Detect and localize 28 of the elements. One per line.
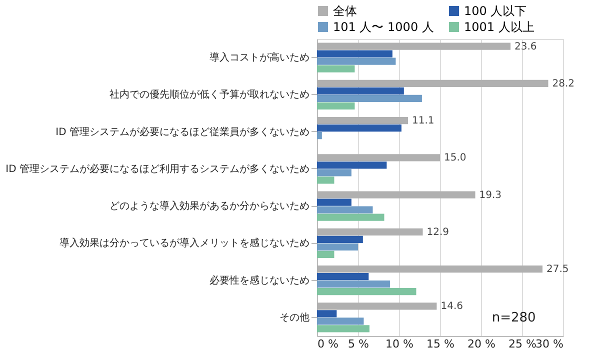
x-tick-label: 25 %	[508, 338, 536, 350]
y-tick-label: 必要性を感じないため	[210, 274, 310, 286]
x-tick-label: 0 %	[318, 338, 338, 350]
y-tick-label: その他	[280, 311, 310, 324]
data-label: 12.9	[426, 226, 450, 238]
data-label: 14.6	[440, 301, 463, 312]
data-label: 19.3	[479, 190, 502, 201]
y-tick-label: 導入効果は分かっているが導入メリットを感じないため	[60, 237, 310, 250]
x-tick-label: 10 %	[386, 338, 414, 350]
legend-label: 100 人以下	[464, 4, 527, 18]
data-label: 23.6	[514, 41, 537, 52]
data-label: 15.0	[444, 152, 466, 164]
x-tick-label: 15 %	[426, 338, 454, 350]
y-tick-label: ID 管理システムが必要になるほど従業員が多くないため	[56, 126, 310, 138]
x-tick-label: 5 %	[348, 338, 369, 350]
legend-label: 101 人〜 1000 人	[333, 20, 434, 34]
data-label: 27.5	[546, 264, 569, 276]
y-tick-label: ID 管理システムが必要になるほど利用するシステムが多くないため	[6, 162, 310, 175]
y-tick-label: どのような導入効果があるか分からないため	[110, 200, 310, 212]
annotation: n=280	[492, 310, 536, 326]
legend-label: 全体	[333, 4, 357, 18]
y-tick-label: 社内での優先順位が低く予算が取れないため	[110, 88, 310, 101]
legend-label: 1001 人以上	[464, 20, 534, 34]
data-label: 28.2	[552, 78, 575, 90]
x-tick-label: 30 %	[536, 338, 564, 350]
y-tick-label: 導入コストが高いため	[210, 52, 310, 64]
x-tick-label: 20 %	[468, 338, 496, 350]
data-label: 11.1	[412, 116, 434, 127]
